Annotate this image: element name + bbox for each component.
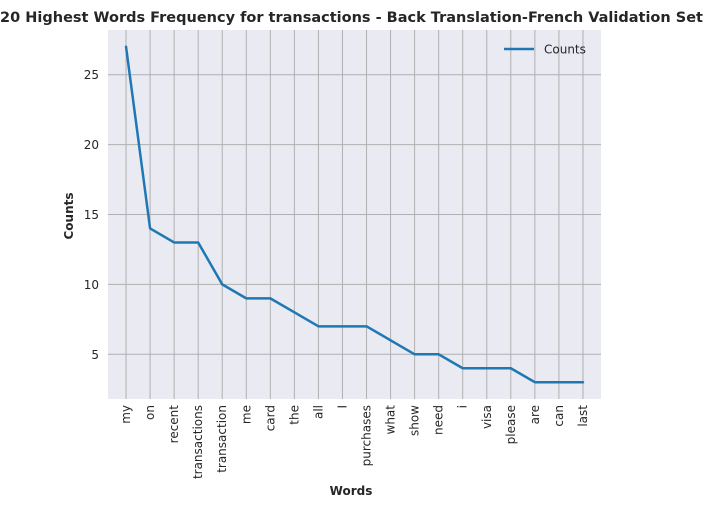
x-tick-label: i [456, 405, 470, 408]
x-tick-label: please [504, 405, 518, 444]
x-tick-label: my [119, 405, 133, 424]
y-tick-label: 25 [84, 68, 99, 82]
x-tick-label: card [263, 405, 277, 431]
series-layer [124, 45, 585, 384]
chart-title: 20 Highest Words Frequency for transacti… [0, 10, 703, 26]
y-axis-label: Counts [62, 192, 76, 239]
y-tick-label: 15 [84, 208, 99, 222]
x-tick-label: visa [480, 405, 494, 429]
legend-label: Counts [544, 43, 586, 57]
legend: Counts [504, 43, 586, 57]
x-tick-label: all [311, 405, 325, 419]
x-tick-label: the [287, 405, 301, 425]
x-tick-label: can [552, 405, 566, 427]
y-tick-label: 20 [84, 138, 99, 152]
x-tick-label: me [239, 405, 253, 424]
y-tick-label: 5 [91, 348, 99, 362]
x-tick-label: I [335, 405, 349, 409]
x-tick-label: are [528, 405, 542, 424]
series-line [124, 45, 585, 384]
x-axis-label: Words [330, 484, 373, 498]
x-tick-label: recent [167, 405, 181, 444]
y-tick-label: 10 [84, 278, 99, 292]
x-tick-label: transaction [215, 405, 229, 473]
x-tick-label: need [432, 405, 446, 435]
x-tick-label: on [143, 405, 157, 420]
grid-lines [108, 30, 601, 399]
x-tick-label: transactions [191, 405, 205, 479]
x-tick-label: purchases [360, 405, 374, 466]
x-tick-label: show [408, 405, 422, 436]
x-tick-label: last [576, 405, 590, 427]
tick-labels: my on recent transactions transaction me card t… [84, 68, 590, 479]
x-tick-label: what [384, 405, 398, 435]
